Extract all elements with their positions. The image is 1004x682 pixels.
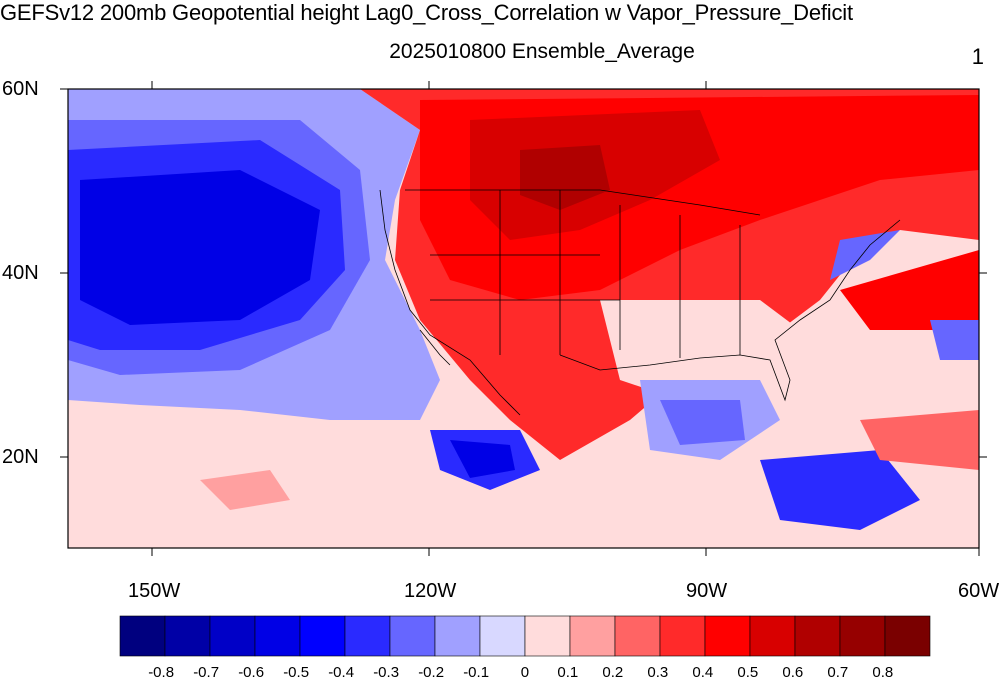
colorbar-swatch: [209, 615, 256, 657]
colorbar-label: 0.1: [557, 664, 579, 681]
colorbar-swatch: [434, 615, 481, 657]
colorbar-swatch: [659, 615, 706, 657]
colorbar-swatch: [794, 615, 841, 657]
map-title: GEFSv12 200mb Geopotential height Lag0_C…: [0, 0, 853, 25]
colorbar-swatch: [884, 615, 931, 657]
colorbar-swatch: [749, 615, 796, 657]
colorbar-label: -0.8: [148, 664, 175, 681]
colorbar-label: -0.5: [283, 664, 310, 681]
map-frame: [67, 88, 980, 549]
lat-label-40n: 40N: [2, 262, 39, 284]
correlation-field: [68, 89, 979, 548]
lat-label-60n: 60N: [2, 78, 39, 100]
panel-label: 1: [971, 44, 984, 69]
lat-label-20n: 20N: [2, 446, 39, 468]
colorbar-swatch: [614, 615, 661, 657]
colorbar-label: 0.7: [827, 664, 849, 681]
colorbar-swatch: [839, 615, 886, 657]
colorbar-label: -0.3: [373, 664, 400, 681]
map-subtitle: 2025010800 Ensemble_Average: [389, 40, 695, 63]
colorbar-label: -0.2: [418, 664, 445, 681]
colorbar-label: 0.5: [737, 664, 759, 681]
lon-label-60w: 60W: [958, 580, 1000, 602]
colorbar-swatch: [389, 615, 436, 657]
colorbar-label: 0: [520, 664, 530, 681]
colorbar: [119, 615, 931, 657]
colorbar-swatch: [164, 615, 211, 657]
colorbar-swatch: [299, 615, 346, 657]
colorbar-label: 0.4: [692, 664, 714, 681]
colorbar-swatch: [569, 615, 616, 657]
colorbar-label: -0.4: [328, 664, 355, 681]
colorbar-label: 0.3: [647, 664, 669, 681]
colorbar-swatch: [119, 615, 166, 657]
axis-ticks: [60, 81, 987, 556]
colorbar-label: -0.7: [193, 664, 220, 681]
colorbar-swatch: [524, 615, 571, 657]
coastlines: [379, 189, 901, 416]
colorbar-label: 0.8: [872, 664, 894, 681]
colorbar-label: -0.1: [463, 664, 490, 681]
lon-label-150w: 150W: [128, 580, 181, 602]
colorbar-label: 0.6: [782, 664, 804, 681]
colorbar-swatch: [479, 615, 526, 657]
colorbar-swatch: [344, 615, 391, 657]
colorbar-label: 0.2: [602, 664, 624, 681]
colorbar-swatch: [254, 615, 301, 657]
lon-label-90w: 90W: [686, 580, 728, 602]
lon-label-120w: 120W: [404, 580, 457, 602]
colorbar-swatch: [704, 615, 751, 657]
colorbar-label: -0.6: [238, 664, 265, 681]
